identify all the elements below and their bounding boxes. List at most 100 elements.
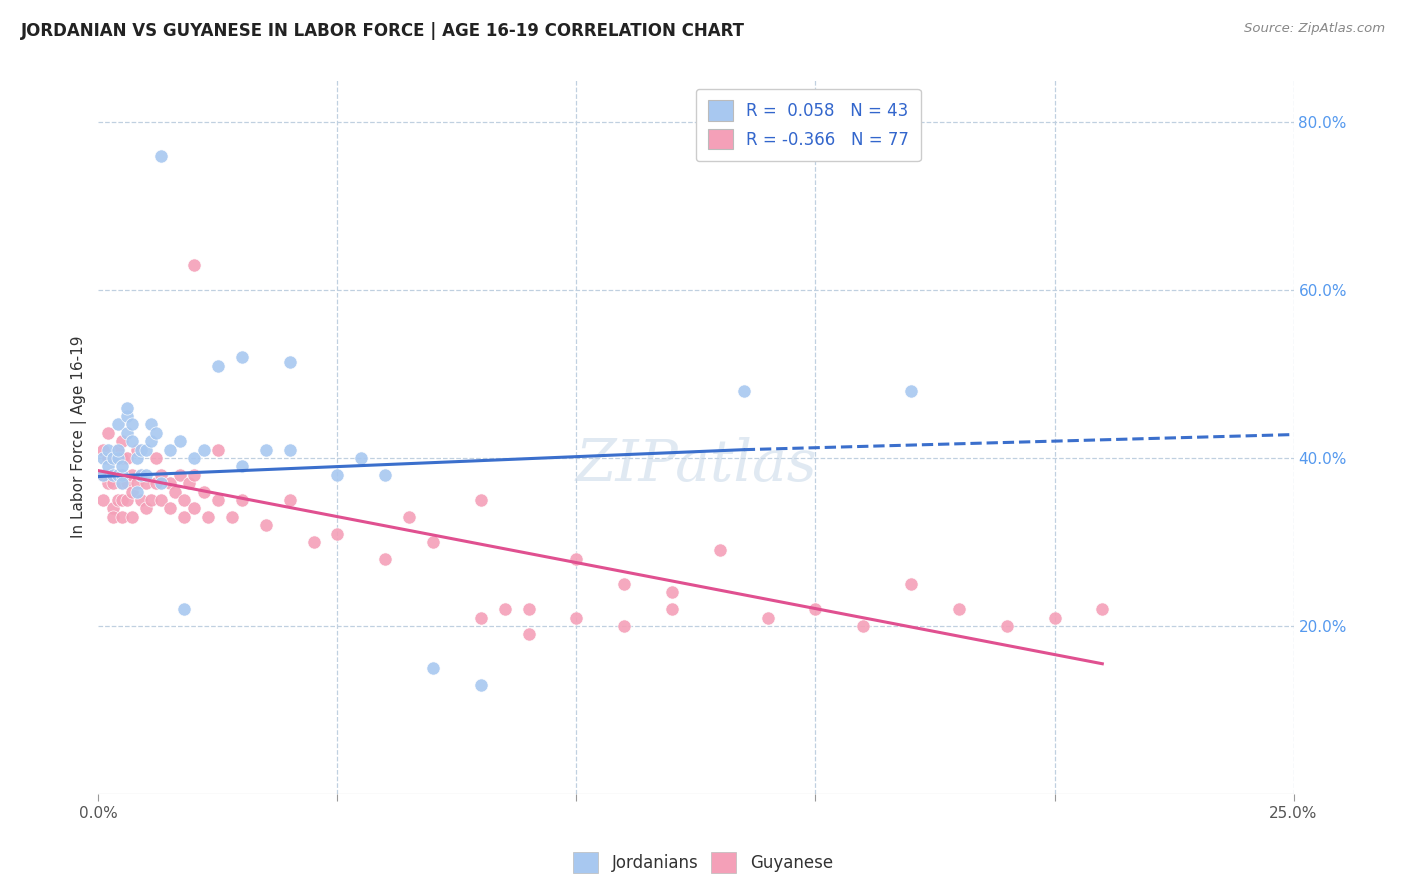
Point bbox=[121, 484, 143, 499]
Y-axis label: In Labor Force | Age 16-19: In Labor Force | Age 16-19 bbox=[72, 335, 87, 539]
Point bbox=[661, 602, 683, 616]
Point bbox=[91, 451, 114, 466]
Point bbox=[107, 417, 129, 432]
Point bbox=[91, 467, 114, 482]
Point bbox=[149, 476, 172, 491]
Point bbox=[97, 451, 120, 466]
Point bbox=[302, 535, 325, 549]
Point bbox=[193, 484, 215, 499]
Point bbox=[517, 602, 540, 616]
Point bbox=[115, 425, 138, 440]
Point bbox=[101, 451, 124, 466]
Point bbox=[115, 401, 138, 415]
Point bbox=[131, 442, 153, 457]
Point bbox=[231, 493, 253, 508]
Point bbox=[91, 442, 114, 457]
Point bbox=[139, 434, 162, 449]
Point bbox=[149, 493, 172, 508]
Point bbox=[111, 509, 134, 524]
Point bbox=[494, 602, 516, 616]
Point bbox=[159, 476, 181, 491]
Text: JORDANIAN VS GUYANESE IN LABOR FORCE | AGE 16-19 CORRELATION CHART: JORDANIAN VS GUYANESE IN LABOR FORCE | A… bbox=[21, 22, 745, 40]
Point bbox=[193, 442, 215, 457]
Point bbox=[169, 467, 191, 482]
Point bbox=[97, 425, 120, 440]
Point bbox=[145, 451, 167, 466]
Point bbox=[115, 451, 138, 466]
Point bbox=[135, 476, 157, 491]
Point bbox=[101, 467, 124, 482]
Point bbox=[221, 509, 243, 524]
Point bbox=[125, 442, 148, 457]
Point bbox=[131, 493, 153, 508]
Point bbox=[398, 509, 420, 524]
Point bbox=[709, 543, 731, 558]
Point bbox=[135, 442, 157, 457]
Point bbox=[326, 526, 349, 541]
Point bbox=[107, 442, 129, 457]
Point bbox=[183, 451, 205, 466]
Point bbox=[197, 509, 219, 524]
Point bbox=[145, 476, 167, 491]
Point bbox=[91, 467, 114, 482]
Point bbox=[326, 467, 349, 482]
Point bbox=[115, 409, 138, 423]
Point bbox=[115, 476, 138, 491]
Point bbox=[107, 451, 129, 466]
Point bbox=[159, 442, 181, 457]
Point bbox=[121, 434, 143, 449]
Point bbox=[149, 467, 172, 482]
Point bbox=[183, 467, 205, 482]
Point bbox=[121, 417, 143, 432]
Point bbox=[101, 501, 124, 516]
Point bbox=[278, 442, 301, 457]
Point bbox=[254, 518, 277, 533]
Point bbox=[139, 417, 162, 432]
Point bbox=[278, 354, 301, 368]
Point bbox=[565, 551, 588, 566]
Point bbox=[517, 627, 540, 641]
Point bbox=[173, 493, 195, 508]
Point bbox=[107, 493, 129, 508]
Point bbox=[804, 602, 827, 616]
Point bbox=[107, 442, 129, 457]
Point bbox=[756, 610, 779, 624]
Point bbox=[97, 442, 120, 457]
Point bbox=[111, 476, 134, 491]
Point bbox=[733, 384, 755, 398]
Point bbox=[207, 442, 229, 457]
Point bbox=[111, 467, 134, 482]
Point bbox=[231, 351, 253, 365]
Point bbox=[900, 384, 922, 398]
Point bbox=[107, 467, 129, 482]
Point bbox=[374, 467, 396, 482]
Legend: Jordanians, Guyanese: Jordanians, Guyanese bbox=[567, 846, 839, 880]
Point bbox=[131, 467, 153, 482]
Point bbox=[207, 359, 229, 373]
Point bbox=[179, 476, 201, 491]
Point bbox=[470, 678, 492, 692]
Point bbox=[101, 509, 124, 524]
Point bbox=[111, 476, 134, 491]
Point bbox=[139, 493, 162, 508]
Point bbox=[159, 501, 181, 516]
Point bbox=[101, 451, 124, 466]
Point bbox=[107, 467, 129, 482]
Point bbox=[613, 619, 636, 633]
Point bbox=[111, 451, 134, 466]
Point bbox=[97, 459, 120, 474]
Text: ZIPatlas: ZIPatlas bbox=[575, 437, 817, 494]
Point bbox=[661, 585, 683, 599]
Point bbox=[565, 610, 588, 624]
Point bbox=[422, 535, 444, 549]
Point bbox=[121, 467, 143, 482]
Point bbox=[1043, 610, 1066, 624]
Point bbox=[278, 493, 301, 508]
Point bbox=[169, 434, 191, 449]
Point bbox=[995, 619, 1018, 633]
Point bbox=[350, 451, 373, 466]
Point bbox=[135, 467, 157, 482]
Point bbox=[173, 509, 195, 524]
Point bbox=[470, 493, 492, 508]
Point bbox=[173, 602, 195, 616]
